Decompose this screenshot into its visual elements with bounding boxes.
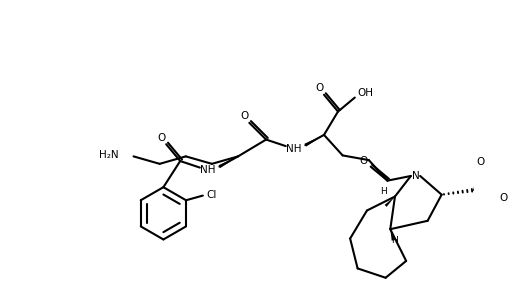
Polygon shape (390, 229, 394, 241)
Text: O: O (359, 156, 367, 166)
Text: O: O (477, 157, 485, 167)
Polygon shape (218, 156, 238, 168)
Text: O: O (315, 83, 324, 93)
Text: OH: OH (357, 88, 373, 98)
Text: NH: NH (287, 144, 302, 154)
Text: H: H (380, 187, 387, 196)
Text: N: N (411, 171, 420, 181)
Text: OH: OH (499, 194, 508, 203)
Text: H: H (392, 236, 398, 245)
Text: Cl: Cl (206, 190, 216, 200)
Polygon shape (304, 135, 324, 147)
Text: H₂N: H₂N (99, 150, 118, 160)
Text: O: O (157, 133, 166, 143)
Polygon shape (385, 196, 395, 207)
Text: O: O (240, 111, 249, 121)
Text: NH: NH (201, 165, 216, 175)
